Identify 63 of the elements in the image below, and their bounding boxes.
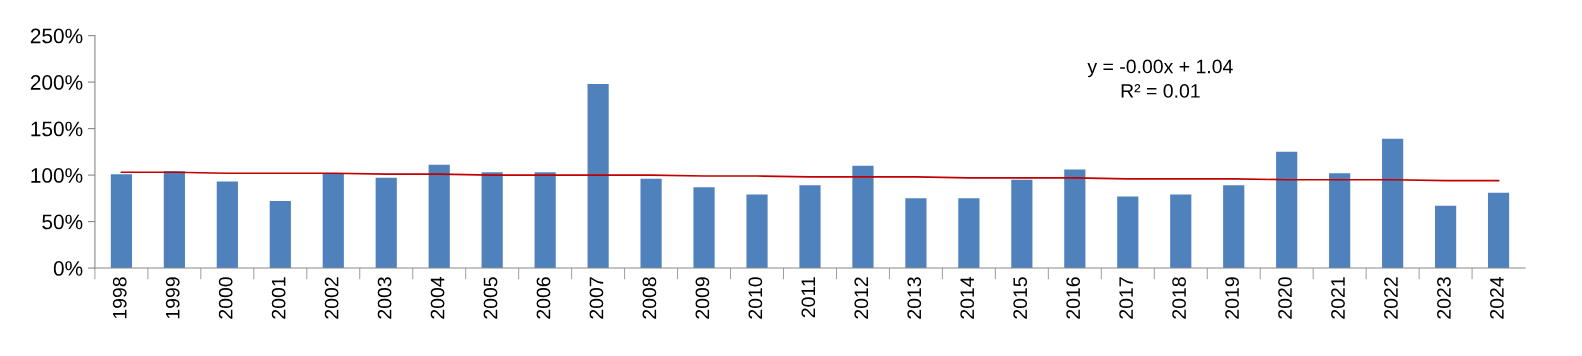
x-tick-label: 2021 xyxy=(1331,277,1345,319)
x-tick-label: 2011 xyxy=(801,277,816,318)
y-tick-label: 200% xyxy=(30,75,83,90)
x-tick-label: 2006 xyxy=(536,277,551,319)
x-tick-label: 2010 xyxy=(748,277,763,319)
x-tick-label: 2009 xyxy=(695,277,710,319)
bar xyxy=(481,172,503,269)
x-tick-label: 2024 xyxy=(1490,276,1504,319)
y-tick-label: 150% xyxy=(31,121,83,137)
x-tick-label: 1998 xyxy=(112,277,127,319)
bar xyxy=(1117,196,1139,269)
x-tick-label: 2018 xyxy=(1172,277,1186,319)
line-series xyxy=(120,171,1500,182)
bar xyxy=(322,173,344,269)
y-tick-label: 0% xyxy=(53,261,83,276)
bar xyxy=(216,181,238,269)
bar xyxy=(587,83,609,269)
x-tick-label: 2000 xyxy=(218,277,233,319)
bar xyxy=(746,194,768,269)
x-tick-label: 2019 xyxy=(1225,277,1239,319)
bar xyxy=(1435,205,1457,269)
bar xyxy=(163,171,185,269)
bar xyxy=(1382,138,1404,269)
x-tick-label: 2008 xyxy=(642,277,657,319)
x-tick-label: 2012 xyxy=(854,277,869,319)
x-tick-label: 2014 xyxy=(960,276,975,319)
x-tick-label: 2005 xyxy=(483,277,498,319)
bar xyxy=(1487,192,1510,269)
bar xyxy=(640,178,662,269)
x-tick-label: 2023 xyxy=(1437,277,1451,319)
bar xyxy=(1276,151,1298,269)
x-tick-label: 2002 xyxy=(324,277,339,319)
x-tick-label: 2013 xyxy=(907,277,922,319)
bar xyxy=(852,165,874,269)
y-tick-label: 50% xyxy=(42,214,83,230)
x-tick-label: 2017 xyxy=(1119,277,1134,319)
bar xyxy=(693,187,715,269)
y-tick-label: 100% xyxy=(31,168,83,183)
x-tick-label: 2022 xyxy=(1384,277,1398,319)
bar xyxy=(534,172,556,269)
x-tick-label: 2004 xyxy=(430,276,445,319)
bar xyxy=(1223,185,1245,269)
x-tick-label: 2016 xyxy=(1066,277,1081,319)
bar xyxy=(905,198,927,269)
x-tick-label: 1999 xyxy=(165,277,180,319)
x-tick-label: 2003 xyxy=(377,277,392,319)
bar xyxy=(958,198,980,269)
x-tick-label: 2015 xyxy=(1013,277,1028,319)
bar xyxy=(110,174,132,269)
bar xyxy=(1064,169,1086,269)
bar xyxy=(1329,173,1351,269)
bar xyxy=(269,201,291,269)
x-tick-label: 2020 xyxy=(1278,277,1292,319)
x-tick-label: 2001 xyxy=(271,277,286,319)
y-tick-label: 250% xyxy=(30,28,83,44)
bar xyxy=(375,177,397,269)
x-tick-label: 2007 xyxy=(589,277,604,319)
bar xyxy=(799,185,821,269)
bar xyxy=(1170,194,1192,269)
bar xyxy=(428,164,450,269)
annotation: y = -0.00x + 1.04 xyxy=(1087,59,1233,78)
bar xyxy=(1011,179,1033,269)
annotation: R² = 0.01 xyxy=(1121,84,1200,98)
